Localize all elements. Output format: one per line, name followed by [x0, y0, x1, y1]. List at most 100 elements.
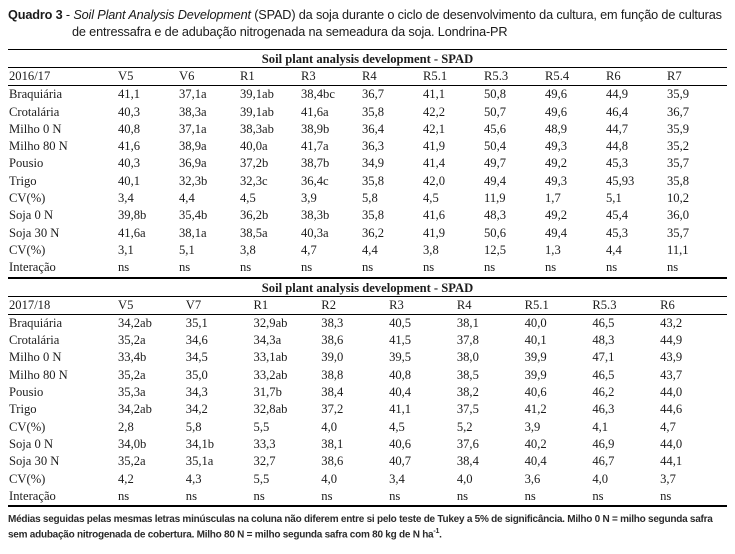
footnote-text: Médias seguidas pelas mesmas letras minú… — [8, 514, 713, 541]
value-cell: 35,1 — [185, 315, 208, 330]
value-cell: 34,0b — [118, 436, 147, 451]
value-cell: 39,9 — [524, 367, 547, 382]
value-cell: 5,2 — [456, 419, 473, 434]
table-row: Soja 30 N 41,6a 38,1a 38,5a 40,3a 36,2 41,9 50,… — [8, 225, 727, 242]
table-row: Braquiária 34,2ab 35,1 32,9ab 38,3 40,5 38,1 40… — [8, 314, 727, 332]
value-cell: 41,2 — [524, 402, 547, 417]
value-cell: 4,1 — [592, 419, 609, 434]
value-cell: 43,9 — [660, 350, 683, 365]
value-cell: 3,9 — [524, 419, 541, 434]
table-row: CV(%) 2,8 5,8 5,5 4,0 4,5 5,2 3,9 4,1 4,7 — [8, 419, 727, 436]
value-cell: 4,2 — [118, 471, 134, 486]
table-row: Milho 0 N 40,8 37,1a 38,3ab 38,9b 36,4 42,1 45,… — [8, 121, 727, 138]
value-cell: 50,7 — [484, 104, 507, 119]
value-cell: 46,5 — [592, 367, 615, 382]
value-cell: 3,7 — [660, 471, 676, 486]
value-cell: 33,1ab — [253, 350, 288, 365]
value-cell: 33,2ab — [253, 367, 288, 382]
value-cell: ns — [179, 260, 191, 275]
value-cell: 40,5 — [389, 315, 412, 330]
value-cell: 38,9b — [301, 121, 330, 136]
value-cell: 5,8 — [362, 191, 378, 206]
value-cell: 45,3 — [606, 156, 629, 171]
growth-stage-column-header: R5.1 — [524, 297, 549, 312]
value-cell: 11,1 — [667, 242, 689, 257]
value-cell: 5,5 — [253, 471, 270, 486]
value-cell: 40,0 — [524, 315, 547, 330]
growth-stage-column-header: R2 — [321, 297, 336, 312]
value-cell: 34,6 — [185, 333, 208, 348]
value-cell: 38,3ab — [240, 121, 274, 136]
growth-stage-column-header: V5 — [118, 297, 134, 312]
value-cell: 34,5 — [185, 350, 208, 365]
caption-separator: - — [62, 8, 74, 22]
value-cell: 41,4 — [423, 156, 446, 171]
value-cell: 35,0 — [185, 367, 208, 382]
row-label: CV(%) — [9, 419, 46, 434]
growth-stage-column-header: R3 — [301, 69, 316, 83]
value-cell: 38,5a — [240, 225, 268, 240]
table-row: Interação ns ns ns ns ns ns ns ns ns — [8, 488, 727, 505]
value-cell: 4,5 — [240, 191, 256, 206]
row-label: Soja 30 N — [9, 454, 60, 469]
value-cell: 4,4 — [179, 191, 195, 206]
table-row: Crotalária 40,3 38,3a 39,1ab 41,6a 35,8 42,2 50… — [8, 104, 727, 121]
value-cell: 4,0 — [456, 471, 473, 486]
growth-stage-column-header: R5.1 — [423, 69, 448, 83]
value-cell: 35,9 — [667, 121, 690, 136]
table-row: Pousio 40,3 36,9a 37,2b 38,7b 34,9 41,4 49,7 49,… — [8, 155, 727, 172]
value-cell: 32,9ab — [253, 315, 288, 330]
spad-table-2017-18: 2017/18 V5 V7 R1 R2 R3 R4 R5.1 R5.3 R6 Braquiária… — [8, 297, 727, 506]
value-cell: 3,4 — [389, 471, 405, 486]
value-cell: 38,2 — [456, 385, 479, 400]
value-cell: 35,2a — [118, 367, 146, 382]
row-label: Braquiária — [9, 87, 63, 102]
value-cell: 34,2ab — [118, 402, 152, 417]
value-cell: 35,8 — [362, 104, 385, 119]
value-cell: 34,9 — [362, 156, 385, 171]
value-cell: 40,8 — [118, 121, 141, 136]
row-label: CV(%) — [9, 242, 46, 257]
value-cell: 42,0 — [423, 173, 446, 188]
value-cell: 41,5 — [389, 333, 412, 348]
value-cell: 41,9 — [423, 139, 446, 154]
value-cell: 4,7 — [660, 419, 676, 434]
value-cell: 37,1a — [179, 121, 207, 136]
value-cell: 44,6 — [660, 402, 683, 417]
row-label: Crotalária — [9, 333, 60, 348]
growth-stage-column-header: R5.4 — [545, 69, 570, 83]
value-cell: 3,9 — [301, 191, 317, 206]
value-cell: 40,3a — [301, 225, 329, 240]
value-cell: 38,3b — [301, 208, 330, 223]
table-body-2016-17: Braquiária 41,1 37,1a 39,1ab 38,4bc 36,7 41,1 5… — [8, 86, 727, 277]
value-cell: 44,8 — [606, 139, 629, 154]
value-cell: 35,7 — [667, 225, 690, 240]
value-cell: 37,6 — [456, 436, 479, 451]
value-cell: 4,0 — [321, 419, 338, 434]
value-cell: 45,4 — [606, 208, 629, 223]
value-cell: 32,8ab — [253, 402, 288, 417]
value-cell: 32,3c — [240, 173, 268, 188]
value-cell: 40,0a — [240, 139, 268, 154]
value-cell: ns — [118, 260, 130, 275]
value-cell: 41,7a — [301, 139, 329, 154]
value-cell: 2,8 — [118, 419, 134, 434]
value-cell: 44,0 — [660, 385, 683, 400]
value-cell: ns — [389, 488, 401, 503]
value-cell: 4,4 — [362, 242, 378, 257]
value-cell: 34,2 — [185, 402, 208, 417]
value-cell: 46,9 — [592, 436, 615, 451]
row-label: Crotalária — [9, 104, 60, 119]
value-cell: 44,9 — [606, 87, 629, 102]
value-cell: 43,2 — [660, 315, 683, 330]
row-label: Milho 0 N — [9, 121, 62, 136]
value-cell: 3,6 — [524, 471, 541, 486]
value-cell: 50,6 — [484, 225, 507, 240]
row-label: Trigo — [9, 173, 37, 188]
value-cell: ns — [606, 260, 618, 275]
value-cell: 49,2 — [545, 208, 568, 223]
value-cell: 38,4 — [321, 385, 344, 400]
value-cell: 40,4 — [389, 385, 412, 400]
table-row: Milho 80 N 41,6 38,9a 40,0a 41,7a 36,3 41,9 50,… — [8, 138, 727, 155]
value-cell: 4,7 — [301, 242, 317, 257]
